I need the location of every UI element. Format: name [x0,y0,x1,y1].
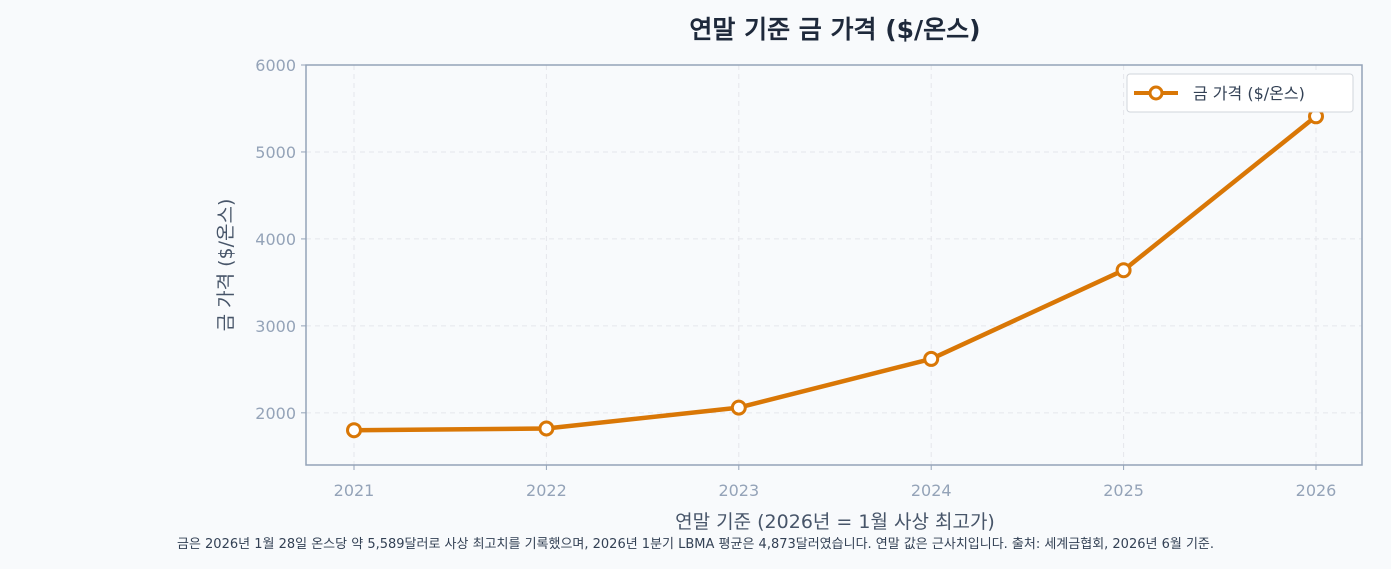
y-tick-label: 6000 [255,56,296,75]
legend-marker-swatch [1148,85,1164,101]
y-axis-label: 금 가격 ($/온스) [215,199,237,332]
legend-box [1126,73,1354,113]
y-tick-label: 5000 [255,143,296,162]
series-gold-price [346,108,1324,439]
x-tick-label: 2026 [1296,481,1337,500]
data-point [538,420,555,437]
series-line [351,114,1319,433]
legend: 금 가격 ($/온스) [1126,73,1354,113]
x-axis-label: 연말 기준 (2026년 = 1월 사상 최고가) [675,511,995,533]
x-axis-ticks: 2021 2022 2023 2024 2025 2026 [334,465,1337,500]
y-tick-label: 2000 [255,404,296,423]
y-tick-label: 3000 [255,317,296,336]
data-point [923,350,940,367]
y-axis-ticks: 2000 3000 4000 5000 6000 [255,56,306,423]
chart-title: 연말 기준 금 가격 ($/온스) [689,15,980,44]
data-point [730,399,747,416]
x-tick-label: 2024 [911,481,952,500]
x-tick-label: 2023 [718,481,759,500]
grid-lines [306,64,1362,465]
data-point [1115,262,1132,279]
plot-frame [305,64,1363,466]
x-tick-label: 2025 [1103,481,1144,500]
y-tick-label: 4000 [255,230,296,249]
data-point [346,422,362,439]
footnote: 금은 2026년 1월 28일 온스당 약 5,589달러로 사상 최고치를 기… [176,537,1215,552]
legend-label: 금 가격 ($/온스) [1193,84,1305,103]
x-tick-label: 2022 [526,481,567,500]
x-tick-label: 2021 [334,481,375,500]
